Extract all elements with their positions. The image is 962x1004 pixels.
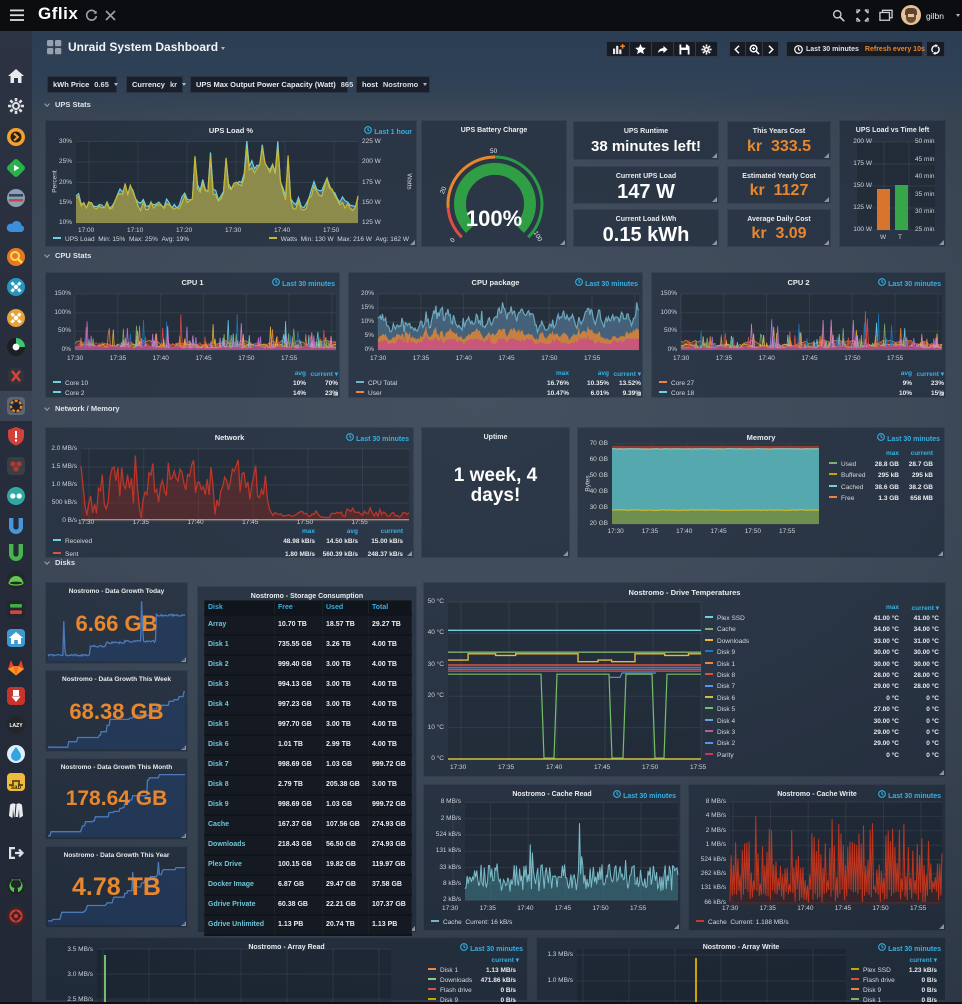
svg-text:LAZY: LAZY bbox=[9, 723, 23, 729]
svg-text:sab: sab bbox=[11, 785, 22, 791]
